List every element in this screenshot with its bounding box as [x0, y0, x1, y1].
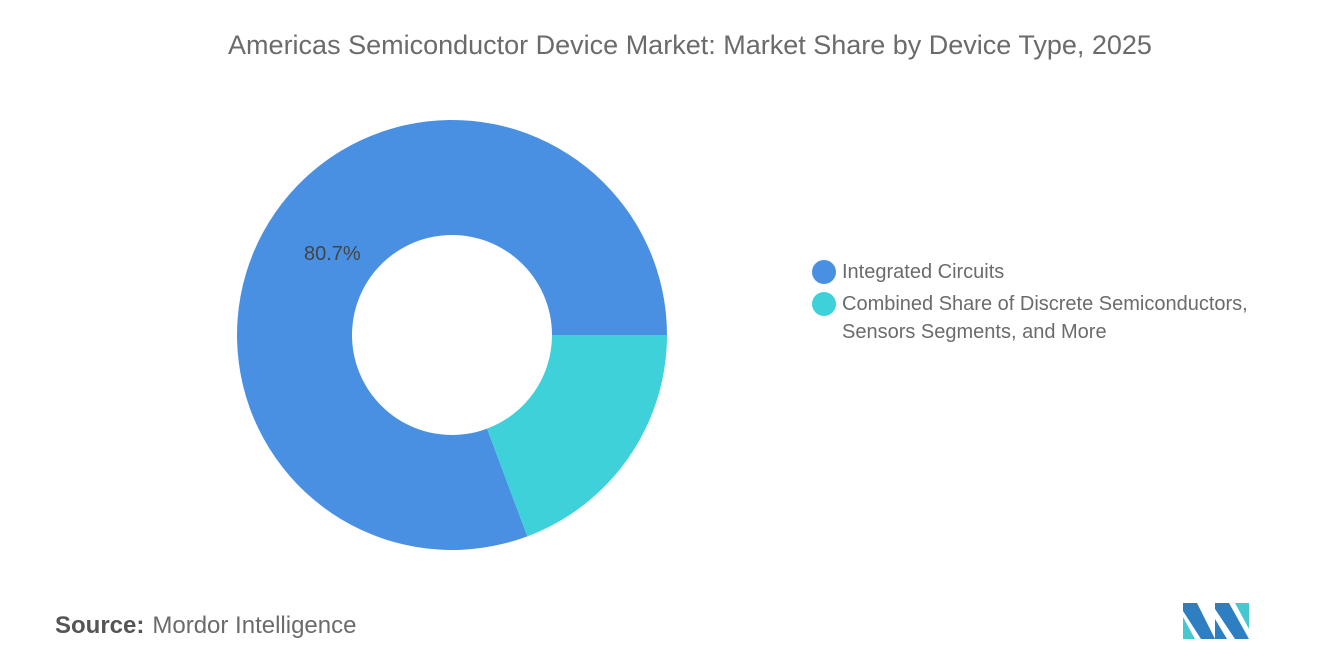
donut-slice-integrated-circuits: [237, 119, 667, 550]
legend-item-combined-share: Combined Share of Discrete Semiconductor…: [812, 290, 1262, 346]
legend-swatch: [812, 260, 836, 284]
legend: Integrated Circuits Combined Share of Di…: [812, 258, 1262, 350]
mordor-intelligence-logo: [1183, 603, 1249, 639]
donut-slice-combined-share: [487, 335, 667, 537]
source-label: Source:: [55, 612, 145, 639]
source-value: Mordor Intelligence: [152, 612, 357, 639]
legend-label: Integrated Circuits: [842, 261, 1005, 283]
legend-label: Combined Share of Discrete Semiconductor…: [842, 293, 1248, 343]
source-note: Source: Mordor Intelligence: [55, 612, 356, 640]
chart-title: Americas Semiconductor Device Market: Ma…: [228, 30, 1152, 60]
data-label-integrated-circuits: 80.7%: [304, 243, 361, 265]
legend-swatch: [812, 292, 836, 316]
legend-item-integrated-circuits: Integrated Circuits: [812, 258, 1262, 286]
